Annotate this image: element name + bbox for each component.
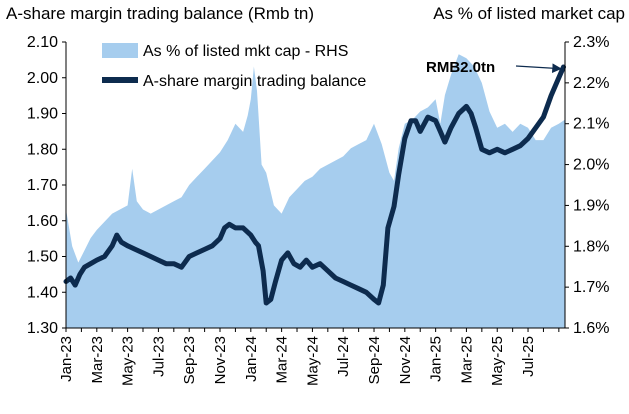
annotation-arrow <box>515 63 562 73</box>
legend-area-swatch <box>102 43 138 58</box>
margin-balance-line <box>63 64 566 306</box>
x-tick-label: Sep-24 <box>366 336 383 384</box>
right-tick-label: 2.2% <box>573 75 609 92</box>
x-tick-label: Mar-25 <box>458 336 475 384</box>
left-tick-label: 1.40 <box>27 284 58 301</box>
x-tick-label: Jul-23 <box>150 336 167 377</box>
x-tick-label: Nov-23 <box>212 336 229 384</box>
x-tick-label: Jul-25 <box>520 336 537 377</box>
x-tick-label: May-25 <box>489 336 506 386</box>
x-tick-label: Jan-25 <box>428 336 445 382</box>
market-cap-share-area <box>66 54 565 329</box>
right-tick-label: 1.8% <box>573 238 609 255</box>
x-tick-label: May-23 <box>120 336 137 386</box>
right-tick-label: 2.0% <box>573 157 609 174</box>
x-tick-label: Jul-24 <box>335 336 352 377</box>
right-axis-title: As % of listed market cap <box>433 4 625 23</box>
x-tick-label: Sep-23 <box>181 336 198 384</box>
x-tick-label: Jan-23 <box>58 336 75 382</box>
legend-line-label: A-share margin trading balance <box>143 73 366 90</box>
x-tick-label: Mar-23 <box>89 336 106 384</box>
left-tick-label: 1.70 <box>27 177 58 194</box>
x-tick-label: Mar-24 <box>274 336 291 384</box>
right-tick-label: 2.3% <box>573 34 609 51</box>
right-tick-label: 1.7% <box>573 279 609 296</box>
left-tick-label: 2.00 <box>27 70 58 87</box>
x-tick-label: Jan-24 <box>243 336 260 382</box>
x-tick-label: May-24 <box>304 336 321 386</box>
right-tick-label: 2.1% <box>573 116 609 133</box>
left-tick-label: 1.90 <box>27 106 58 123</box>
right-tick-label: 1.9% <box>573 197 609 214</box>
x-tick-label: Nov-24 <box>397 336 414 384</box>
annotation-label: RMB2.0tn <box>426 59 495 76</box>
left-tick-label: 1.60 <box>27 213 58 230</box>
left-tick-label: 1.80 <box>27 141 58 158</box>
left-tick-label: 2.10 <box>27 34 58 51</box>
right-tick-label: 1.6% <box>573 320 609 337</box>
legend-area-label: As % of listed mkt cap - RHS <box>143 43 348 60</box>
left-axis-title: A-share margin trading balance (Rmb tn) <box>6 4 315 23</box>
left-tick-label: 1.50 <box>27 249 58 266</box>
left-tick-label: 1.30 <box>27 320 58 337</box>
